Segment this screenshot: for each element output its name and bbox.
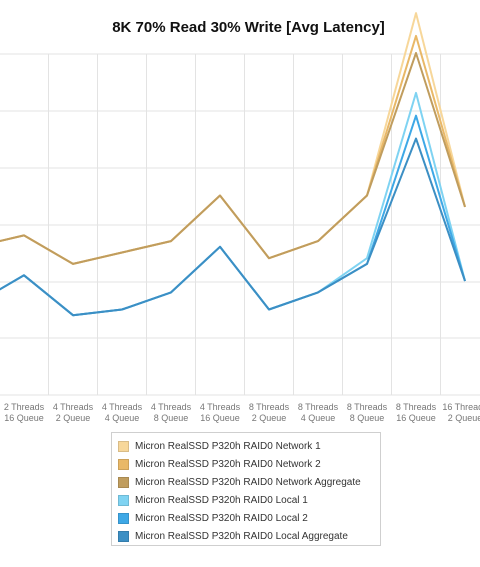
legend-swatch [118,476,129,488]
legend-swatch [118,512,129,524]
x-tick-label: 4 Threads 16 Queue [200,402,241,423]
legend-item: Micron RealSSD P320h RAID0 Network 2 [118,455,380,473]
series-line-6 [0,137,466,317]
legend-label: Micron RealSSD P320h RAID0 Network 2 [135,458,321,470]
x-tick-label: 8 Threads 4 Queue [298,402,339,423]
legend-label: Micron RealSSD P320h RAID0 Network Aggre… [135,476,361,488]
legend-label: Micron RealSSD P320h RAID0 Local Aggrega… [135,530,348,542]
x-tick-label: 2 Threads 16 Queue [4,402,45,423]
x-tick-label: 4 Threads 4 Queue [102,402,143,423]
legend-label: Micron RealSSD P320h RAID0 Local 2 [135,512,308,524]
legend-item: Micron RealSSD P320h RAID0 Network 1 [118,437,380,455]
x-tick-label: 4 Threads 2 Queue [53,402,94,423]
legend-swatch [118,458,129,470]
series-line-1 [0,12,466,265]
legend-item: Micron RealSSD P320h RAID0 Local Aggrega… [118,527,380,545]
legend-swatch [118,494,129,506]
legend-item: Micron RealSSD P320h RAID0 Local 2 [118,509,380,527]
x-tick-label: 8 Threads 8 Queue [347,402,388,423]
series-line-5 [0,114,466,317]
chart-grid [0,53,480,396]
series-line-3 [0,52,466,265]
chart-series-lines [0,12,466,317]
legend-swatch [118,530,129,542]
legend-item: Micron RealSSD P320h RAID0 Local 1 [118,491,380,509]
legend-label: Micron RealSSD P320h RAID0 Network 1 [135,440,321,452]
legend-swatch [118,440,129,452]
x-tick-label: 4 Threads 8 Queue [151,402,192,423]
chart-legend: Micron RealSSD P320h RAID0 Network 1 Micr… [111,432,381,546]
series-line-2 [0,34,466,265]
x-tick-label: 8 Threads 16 Queue [396,402,437,423]
chart-title: 8K 70% Read 30% Write [Avg Latency] [112,19,385,36]
x-tick-label: 8 Threads 2 Queue [249,402,290,423]
legend-item: Micron RealSSD P320h RAID0 Network Aggre… [118,473,380,491]
legend-label: Micron RealSSD P320h RAID0 Local 1 [135,494,308,506]
